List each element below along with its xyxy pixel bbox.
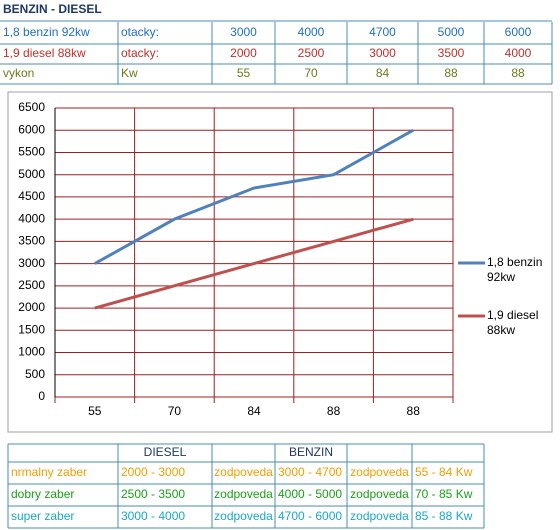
- table-title: BENZIN - DIESEL: [3, 2, 102, 16]
- table-cell: zodpoveda: [214, 509, 273, 523]
- legend-label: 1,8 benzin 92kw: [487, 255, 543, 284]
- table-cell: 2500 - 3500: [121, 487, 185, 501]
- y-tick-label: 5500: [18, 145, 45, 159]
- x-tick-label: 88: [407, 404, 421, 418]
- table-cell: nrmalny zaber: [11, 465, 87, 479]
- table-cell: otacky:: [121, 25, 159, 39]
- table-header: DIESEL: [144, 445, 187, 459]
- table-cell: 55: [237, 66, 251, 80]
- table-cell: 70: [304, 66, 318, 80]
- table-cell: 2000: [230, 46, 257, 60]
- table-cell: zodpoveda: [350, 487, 409, 501]
- table-cell: 88: [444, 66, 458, 80]
- table-cell: super zaber: [11, 509, 74, 523]
- y-tick-label: 4000: [18, 211, 45, 225]
- table-cell: Kw: [121, 66, 138, 80]
- table-cell: zodpoveda: [350, 509, 409, 523]
- y-tick-label: 5000: [18, 167, 45, 181]
- table-cell: 4000: [505, 46, 532, 60]
- table-cell: zodpoveda: [214, 465, 273, 479]
- y-tick-label: 1000: [18, 345, 45, 359]
- table-cell: vykon: [3, 66, 34, 80]
- table-cell: 4700 - 6000: [278, 509, 342, 523]
- table-cell: otacky:: [121, 46, 159, 60]
- y-tick-label: 6500: [18, 100, 45, 114]
- table-cell: 3000 - 4000: [121, 509, 185, 523]
- legend-item: 1,8 benzin 92kw: [487, 255, 543, 284]
- series-line: [94, 217, 414, 310]
- legend-label: 1,9 diesel 88kw: [487, 308, 539, 337]
- table-header: BENZIN: [289, 445, 333, 459]
- table-cell: 6000: [505, 25, 532, 39]
- table-cell: zodpoveda: [350, 465, 409, 479]
- table-cell: 3000: [230, 25, 257, 39]
- y-tick-label: 2500: [18, 278, 45, 292]
- y-tick-label: 500: [25, 367, 45, 381]
- y-tick-label: 2000: [18, 300, 45, 314]
- table-cell: 85 - 88 Kw: [415, 509, 473, 523]
- series-line: [94, 128, 414, 265]
- x-tick-label: 88: [327, 404, 341, 418]
- table-cell: 2500: [298, 46, 325, 60]
- table-cell: 55 - 84 Kw: [415, 465, 473, 479]
- y-tick-label: 3000: [18, 256, 45, 270]
- y-tick-label: 3500: [18, 234, 45, 248]
- table-cell: 3000: [369, 46, 396, 60]
- table-cell: 1,8 benzin 92kw: [3, 25, 90, 39]
- table-cell: 4000: [298, 25, 325, 39]
- table-cell: 84: [376, 66, 390, 80]
- table-cell: dobry zaber: [11, 487, 74, 501]
- table-cell: 2000 - 3000: [121, 465, 185, 479]
- y-tick-label: 4500: [18, 189, 45, 203]
- y-tick-label: 1500: [18, 322, 45, 336]
- table-cell: 4700: [369, 25, 396, 39]
- table-cell: 70 - 85 Kw: [415, 487, 473, 501]
- x-tick-label: 84: [247, 404, 261, 418]
- x-tick-label: 55: [88, 404, 102, 418]
- table-cell: 88: [511, 66, 525, 80]
- table-cell: 4000 - 5000: [278, 487, 342, 501]
- table-cell: 3000 - 4700: [278, 465, 342, 479]
- table-cell: 5000: [438, 25, 465, 39]
- y-tick-label: 6000: [18, 122, 45, 136]
- y-tick-label: 0: [38, 389, 45, 403]
- legend-item: 1,9 diesel 88kw: [487, 308, 539, 337]
- x-tick-label: 70: [168, 404, 182, 418]
- table-cell: 1,9 diesel 88kw: [3, 46, 86, 60]
- table-cell: 3500: [438, 46, 465, 60]
- table-cell: zodpoveda: [214, 487, 273, 501]
